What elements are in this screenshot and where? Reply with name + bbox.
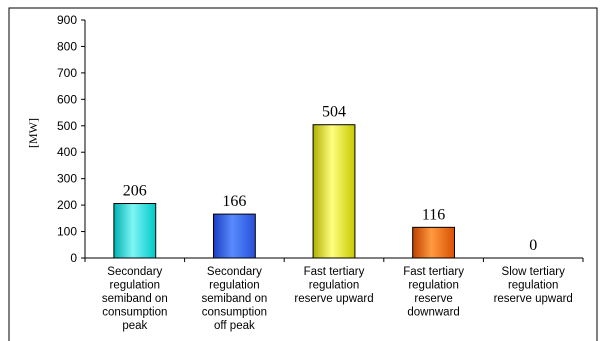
- x-category-label: Slow tertiary: [502, 266, 566, 278]
- x-category-label: semiband on: [201, 293, 267, 305]
- x-category-label: consumption: [102, 307, 167, 319]
- x-category-label: regulation: [209, 280, 260, 292]
- x-category-label: Secondary: [207, 266, 262, 278]
- x-category-label: off peak: [214, 320, 255, 332]
- y-tick-label: 400: [57, 145, 77, 159]
- bar-value-label: 116: [422, 206, 445, 223]
- x-category-label: reserve: [414, 293, 452, 305]
- y-tick-label: 900: [57, 13, 77, 27]
- x-category-label: regulation: [309, 280, 360, 292]
- bar-value-label: 206: [123, 183, 147, 200]
- x-category-label: reserve upward: [294, 293, 373, 305]
- x-category-label: regulation: [508, 280, 559, 292]
- bar-value-label: 504: [322, 104, 346, 121]
- x-category-label: reserve upward: [494, 293, 573, 305]
- bar: [412, 226, 456, 259]
- x-category-label: Fast tertiary: [403, 266, 464, 278]
- bar: [312, 124, 356, 259]
- x-category-label: regulation: [110, 280, 161, 292]
- bar-value-label: 166: [222, 193, 246, 210]
- chart-frame: [8, 7, 598, 341]
- y-axis-ticks: 0 100 200 300 400 500 600 700 800 900: [57, 13, 85, 265]
- x-axis-ticks: [84, 258, 584, 262]
- y-tick-label: 600: [57, 92, 77, 106]
- y-axis-label: [MW]: [26, 118, 40, 148]
- bar: [113, 203, 157, 259]
- y-tick-label: 200: [57, 198, 77, 212]
- y-tick-label: 300: [57, 172, 77, 186]
- x-category-label: regulation: [408, 280, 459, 292]
- data-labels: 206 166 504 116 0: [123, 104, 537, 254]
- y-tick-label: 0: [70, 251, 77, 265]
- bar-value-label: 0: [529, 237, 537, 254]
- x-category-label: Secondary: [107, 266, 162, 278]
- x-category-label: downward: [407, 307, 459, 319]
- x-category-label: semiband on: [102, 293, 168, 305]
- y-tick-label: 700: [57, 66, 77, 80]
- y-tick-label: 500: [57, 119, 77, 133]
- bar: [212, 213, 256, 259]
- x-category-label: consumption: [202, 307, 267, 319]
- x-category-label: peak: [122, 320, 147, 332]
- y-tick-label: 800: [57, 39, 77, 53]
- x-category-label: Fast tertiary: [304, 266, 365, 278]
- y-tick-label: 100: [57, 225, 77, 239]
